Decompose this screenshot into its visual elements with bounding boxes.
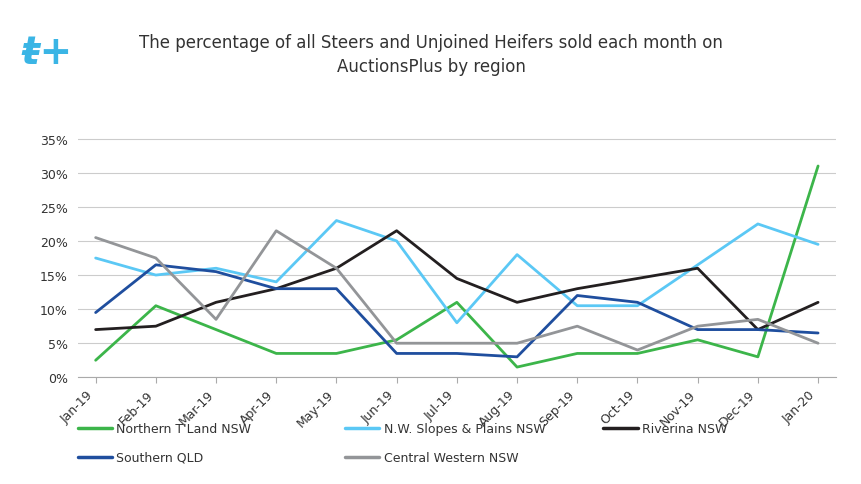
Riverina NSW — [691, 266, 702, 272]
Southern QLD — [511, 354, 522, 360]
Line: Riverina NSW: Riverina NSW — [96, 231, 817, 330]
N.W. Slopes & Plains NSW — [331, 218, 341, 224]
Central Western NSW — [331, 266, 341, 272]
Central Western NSW — [90, 235, 101, 241]
Riverina NSW — [572, 286, 582, 292]
Northern T'Land NSW — [331, 351, 341, 357]
Central Western NSW — [632, 348, 642, 353]
Riverina NSW — [451, 276, 461, 282]
Central Western NSW — [691, 324, 702, 330]
Central Western NSW — [812, 341, 822, 347]
Riverina NSW — [90, 327, 101, 333]
Riverina NSW — [151, 324, 161, 330]
N.W. Slopes & Plains NSW — [270, 279, 281, 285]
Southern QLD — [90, 310, 101, 316]
Southern QLD — [451, 351, 461, 357]
Central Western NSW — [511, 341, 522, 347]
Riverina NSW — [752, 327, 762, 333]
Northern T'Land NSW — [632, 351, 642, 357]
Text: Southern QLD: Southern QLD — [116, 451, 203, 464]
Central Western NSW — [752, 317, 762, 323]
Northern T'Land NSW — [812, 164, 822, 169]
Northern T'Land NSW — [511, 364, 522, 370]
Central Western NSW — [211, 317, 221, 323]
Southern QLD — [632, 300, 642, 305]
Riverina NSW — [331, 266, 341, 272]
Riverina NSW — [211, 300, 221, 305]
N.W. Slopes & Plains NSW — [511, 252, 522, 258]
Riverina NSW — [812, 300, 822, 305]
Southern QLD — [331, 286, 341, 292]
N.W. Slopes & Plains NSW — [151, 272, 161, 278]
N.W. Slopes & Plains NSW — [572, 303, 582, 309]
Southern QLD — [151, 262, 161, 268]
Central Western NSW — [572, 324, 582, 330]
Text: Central Western NSW: Central Western NSW — [383, 451, 517, 464]
Northern T'Land NSW — [391, 337, 401, 343]
N.W. Slopes & Plains NSW — [451, 320, 461, 326]
N.W. Slopes & Plains NSW — [691, 262, 702, 268]
N.W. Slopes & Plains NSW — [812, 242, 822, 248]
Northern T'Land NSW — [270, 351, 281, 357]
Southern QLD — [572, 293, 582, 299]
N.W. Slopes & Plains NSW — [391, 239, 401, 244]
Southern QLD — [812, 331, 822, 336]
Riverina NSW — [511, 300, 522, 305]
N.W. Slopes & Plains NSW — [632, 303, 642, 309]
Southern QLD — [691, 327, 702, 333]
Text: Northern T'Land NSW: Northern T'Land NSW — [116, 422, 251, 435]
Central Western NSW — [270, 228, 281, 234]
Text: The percentage of all Steers and Unjoined Heifers sold each month on
AuctionsPlu: The percentage of all Steers and Unjoine… — [139, 34, 722, 76]
Line: Southern QLD: Southern QLD — [96, 265, 817, 357]
Line: Northern T'Land NSW: Northern T'Land NSW — [96, 166, 817, 367]
N.W. Slopes & Plains NSW — [752, 222, 762, 227]
Northern T'Land NSW — [572, 351, 582, 357]
Line: Central Western NSW: Central Western NSW — [96, 231, 817, 350]
Northern T'Land NSW — [752, 354, 762, 360]
Line: N.W. Slopes & Plains NSW: N.W. Slopes & Plains NSW — [96, 221, 817, 323]
Southern QLD — [270, 286, 281, 292]
Northern T'Land NSW — [211, 327, 221, 333]
Text: ŧ+: ŧ+ — [22, 34, 73, 72]
N.W. Slopes & Plains NSW — [211, 266, 221, 272]
Northern T'Land NSW — [451, 300, 461, 305]
Riverina NSW — [270, 286, 281, 292]
Riverina NSW — [632, 276, 642, 282]
Southern QLD — [391, 351, 401, 357]
Riverina NSW — [391, 228, 401, 234]
Central Western NSW — [391, 341, 401, 347]
Text: Riverina NSW: Riverina NSW — [641, 422, 727, 435]
Southern QLD — [752, 327, 762, 333]
Southern QLD — [211, 269, 221, 275]
Northern T'Land NSW — [691, 337, 702, 343]
Text: N.W. Slopes & Plains NSW: N.W. Slopes & Plains NSW — [383, 422, 545, 435]
Northern T'Land NSW — [151, 303, 161, 309]
Central Western NSW — [151, 256, 161, 261]
N.W. Slopes & Plains NSW — [90, 256, 101, 261]
Northern T'Land NSW — [90, 358, 101, 363]
Central Western NSW — [451, 341, 461, 347]
